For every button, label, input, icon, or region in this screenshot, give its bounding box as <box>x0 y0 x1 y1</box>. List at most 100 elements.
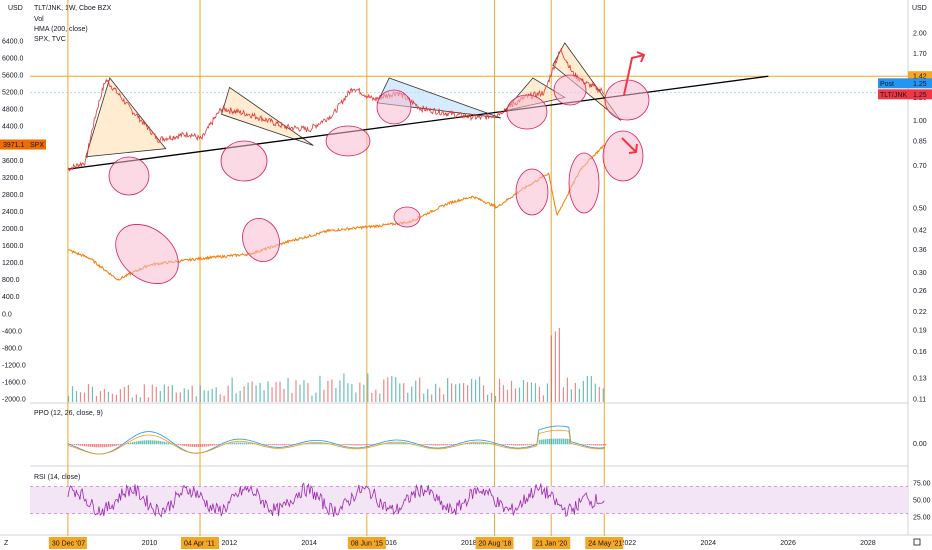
ppo-signal-line <box>67 429 605 455</box>
ppo-histogram-bar <box>333 443 335 445</box>
ppo-histogram-bar <box>425 444 427 445</box>
ppo-histogram-bar <box>241 442 243 445</box>
volume-bar <box>558 327 560 402</box>
ppo-histogram-bar <box>590 444 593 446</box>
volume-bar <box>459 383 461 402</box>
highlight-ellipse <box>393 206 421 228</box>
ppo-histogram-bar <box>111 444 114 447</box>
left-axis-tick: 5200.0 <box>2 90 24 97</box>
left-axis-tick: -400.0 <box>2 328 22 335</box>
ppo-histogram-bar <box>79 444 82 446</box>
ppo-histogram-bar <box>407 443 409 445</box>
ppo-histogram-bar <box>584 444 587 445</box>
volume-bar <box>542 395 545 402</box>
ppo-histogram-bar <box>552 438 555 445</box>
volume-bar <box>467 385 469 402</box>
ppo-histogram-bar <box>401 442 403 445</box>
volume-bar <box>395 377 397 402</box>
ppo-histogram-bar <box>349 444 351 446</box>
volume-bar <box>83 392 86 402</box>
ppo-histogram-bar <box>526 444 529 446</box>
right-axis-tick: 0.16 <box>913 349 927 356</box>
volume-bar <box>187 389 189 402</box>
ppo-histogram-bar <box>437 444 439 446</box>
ppo-histogram-bar <box>351 444 353 446</box>
post-badge-label: Post <box>880 81 894 88</box>
ppo-histogram-bar <box>189 444 192 447</box>
ppo-histogram-bar <box>558 438 561 445</box>
date-marker-label: 21 Jan '20 <box>535 541 567 548</box>
volume-bar <box>331 379 333 402</box>
highlight-ellipse <box>220 140 268 182</box>
ppo-histogram-bar <box>467 443 469 445</box>
right-axis-tick: 0.11 <box>913 397 926 404</box>
ppo-histogram-bar <box>469 443 471 445</box>
ppo-histogram-bar <box>291 444 293 445</box>
ppo-histogram-bar <box>271 444 273 446</box>
ratio-badge <box>878 89 932 100</box>
right-axis-tick: 0.50 <box>913 205 927 212</box>
ppo-histogram-bar <box>315 442 317 445</box>
volume-bar <box>295 380 297 402</box>
ppo-histogram-bar <box>313 442 315 445</box>
ppo-axis-tick: 0.00 <box>913 441 927 448</box>
volume-bar <box>287 377 289 402</box>
ppo-histogram-bar <box>347 444 349 446</box>
indicator-label: SPX, TVC <box>34 36 66 43</box>
date-marker-label: 30 Dec '07 <box>52 541 85 548</box>
ppo-histogram-bar <box>471 442 473 445</box>
ppo-histogram-bar <box>115 444 118 446</box>
volume-bar <box>199 385 201 402</box>
indicator-label: Vol <box>34 16 44 23</box>
ppo-histogram-bar <box>113 444 116 447</box>
ppo-histogram-bar <box>387 443 389 445</box>
volume-bar <box>227 385 229 402</box>
ppo-histogram-bar <box>602 444 605 446</box>
volume-bar <box>387 377 389 402</box>
volume-bar <box>259 382 261 402</box>
ppo-histogram-bar <box>147 440 150 445</box>
ppo-histogram-bar <box>564 438 567 445</box>
volume-bar <box>283 388 285 402</box>
left-axis-tick: -1600.0 <box>2 379 26 386</box>
ppo-histogram-bar <box>532 444 535 445</box>
right-axis-tick: 0.22 <box>913 309 927 316</box>
volume-bar <box>594 383 596 402</box>
ppo-histogram-bar <box>283 444 285 446</box>
ppo-histogram-bar <box>427 444 429 446</box>
ppo-histogram-bar <box>413 443 415 445</box>
volume-bar <box>207 390 209 402</box>
ppo-histogram-bar <box>363 444 365 446</box>
ppo-histogram-bar <box>99 444 102 448</box>
ppo-histogram-bar <box>568 438 571 445</box>
time-axis-tick: 2022 <box>621 540 637 547</box>
ppo-histogram-bar <box>343 444 345 445</box>
volume-bar <box>323 389 325 402</box>
ppo-histogram-bar <box>516 444 519 446</box>
ppo-histogram-bar <box>325 443 327 445</box>
left-axis-tick: 6400.0 <box>2 39 24 46</box>
left-axis-tick: 1200.0 <box>2 260 24 267</box>
ppo-histogram-bar <box>141 440 144 445</box>
highlight-ellipse <box>108 156 150 196</box>
ppo-histogram-bar <box>399 442 401 445</box>
ppo-histogram-bar <box>508 444 511 446</box>
ppo-histogram-bar <box>263 444 265 445</box>
ppo-histogram-bar <box>165 442 168 445</box>
ppo-histogram-bar <box>237 442 239 445</box>
ppo-histogram-bar <box>167 442 170 445</box>
ppo-histogram-bar <box>199 444 202 447</box>
volume-bar <box>562 387 564 402</box>
ppo-histogram-bar <box>211 444 214 446</box>
date-marker-badge <box>475 537 514 549</box>
volume-bar <box>311 395 313 402</box>
left-axis-tick: -800.0 <box>2 345 22 352</box>
volume-bar <box>339 380 341 402</box>
ppo-histogram-bar <box>391 442 393 445</box>
time-axis-tick: 2010 <box>142 540 158 547</box>
ppo-histogram-bar <box>323 443 325 445</box>
ppo-histogram-bar <box>207 444 210 447</box>
ppo-histogram-bar <box>209 444 212 447</box>
volume-bar <box>71 386 74 402</box>
